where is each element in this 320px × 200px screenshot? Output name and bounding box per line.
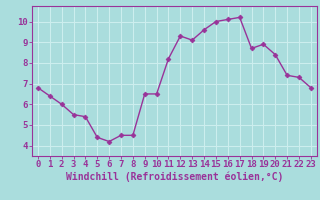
X-axis label: Windchill (Refroidissement éolien,°C): Windchill (Refroidissement éolien,°C) [66, 172, 283, 182]
